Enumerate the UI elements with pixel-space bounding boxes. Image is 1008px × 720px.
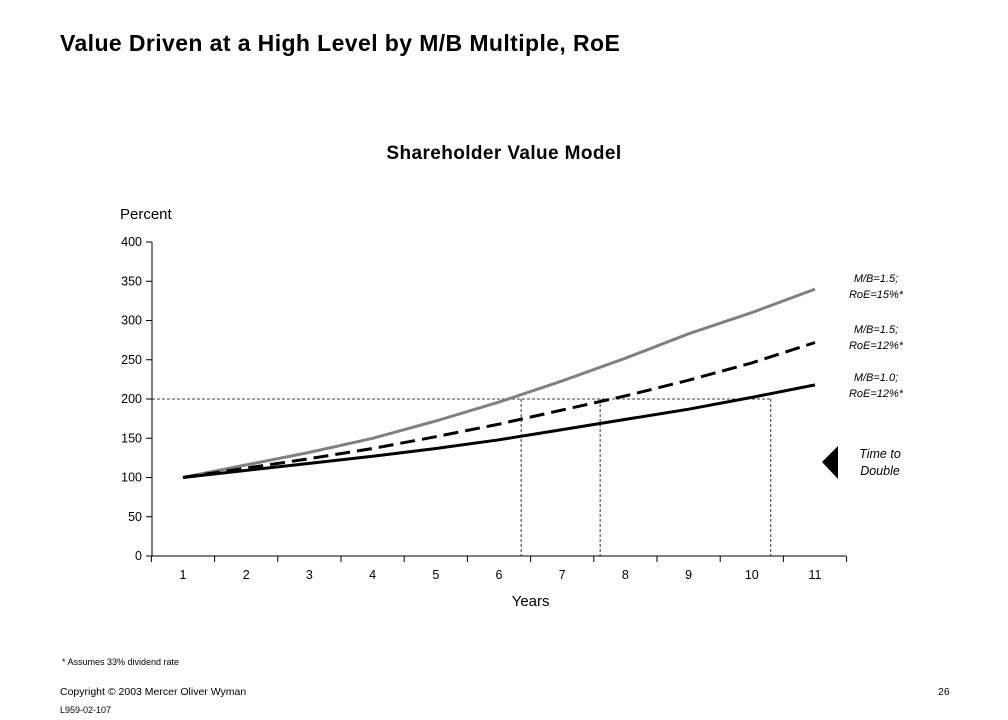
y-tick-label: 0: [135, 549, 142, 563]
x-tick-label: 7: [559, 568, 566, 582]
left-arrow-icon: [822, 446, 838, 479]
chart-title: Shareholder Value Model: [386, 143, 622, 164]
y-tick-label: 200: [121, 392, 142, 406]
y-tick-label: 100: [121, 471, 142, 485]
series-lines: [182, 287, 816, 479]
series-label-3: M/B=1.0;: [854, 372, 898, 384]
x-axis-title: Years: [512, 593, 550, 610]
x-tick-label: 4: [369, 568, 376, 582]
series-label-2: RoE=12%*: [849, 340, 904, 352]
series-label-2: M/B=1.5;: [854, 324, 898, 336]
y-tick-label: 150: [121, 431, 142, 445]
reference-lines: [152, 398, 772, 556]
time-to-double-label: Time to: [859, 447, 901, 461]
copyright: Copyright © 2003 Mercer Oliver Wyman: [60, 686, 247, 698]
x-tick-label: 3: [306, 568, 313, 582]
x-tick-label: 9: [685, 568, 692, 582]
x-tick-label: 10: [745, 568, 759, 582]
x-tick-label: 8: [622, 568, 629, 582]
time-to-double-annotation: Time to Double: [822, 446, 901, 479]
series-line-2: [182, 341, 816, 479]
y-tick-label: 250: [121, 353, 142, 367]
footnote: * Assumes 33% dividend rate: [62, 657, 180, 667]
y-tick-label: 300: [121, 314, 142, 328]
x-tick-label: 2: [243, 568, 250, 582]
series-line-3: [182, 383, 816, 479]
x-tick-label: 1: [180, 568, 187, 582]
series-line-1: [182, 287, 816, 479]
series-label-3: RoE=12%*: [849, 388, 904, 400]
series-label-1: RoE=15%*: [849, 289, 904, 301]
slide-title: Value Driven at a High Level by M/B Mult…: [60, 30, 621, 56]
y-tick-label: 350: [121, 274, 142, 288]
series-label-1: M/B=1.5;: [854, 273, 898, 285]
series-labels: M/B=1.5; RoE=15%* M/B=1.5; RoE=12%* M/B=1.0;…: [849, 273, 904, 400]
time-to-double-label: Double: [860, 464, 900, 478]
page-number: 26: [938, 686, 950, 698]
y-axis-title: Percent: [120, 206, 173, 223]
document-code: L959-02-107: [60, 705, 112, 715]
y-tick-label: 400: [121, 235, 142, 249]
y-tick-label: 50: [128, 510, 142, 524]
x-tick-label: 11: [809, 568, 822, 582]
x-tick-label: 5: [432, 568, 439, 582]
x-tick-label: 6: [496, 568, 503, 582]
